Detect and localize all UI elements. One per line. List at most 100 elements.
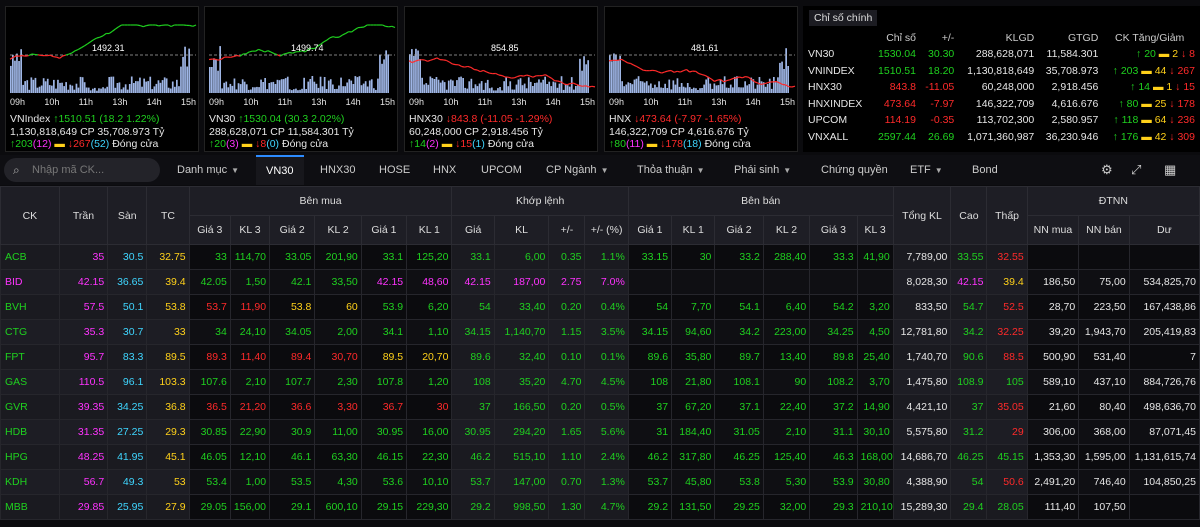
stock-cell: 33.2 — [714, 244, 764, 270]
col-tong-kl[interactable]: Tổng KL — [892, 186, 952, 245]
nav-tab-thỏa-thuận[interactable]: Thỏa thuận ▼ — [637, 155, 705, 185]
col-tc[interactable]: TC — [146, 186, 190, 245]
stock-row[interactable]: BVH 57.5 50.1 53.8 53.7 11,90 53.8 60 53.9 6,20 54… — [0, 294, 1200, 320]
mi-decline: 267 — [1177, 64, 1195, 77]
index-line-segment — [90, 39, 95, 43]
nav-tab-cp-ngành[interactable]: CP Ngành ▼ — [546, 155, 608, 185]
nav-tab-vn30[interactable]: VN30 — [256, 155, 304, 185]
index-line-segment — [480, 69, 484, 73]
col-cao[interactable]: Cao — [950, 186, 988, 245]
volume-bar — [641, 81, 644, 93]
col-sub-header[interactable]: Giá 3 — [188, 215, 231, 245]
volume-bar — [423, 84, 425, 93]
stock-cell: 166,50 — [493, 394, 550, 420]
index-chart-vnindex[interactable]: 1492.31 09h 10h 11h 13h 14h 15h VNIndex ↑1510.5… — [5, 6, 199, 152]
col-sub-header[interactable]: NN bán — [1078, 215, 1130, 245]
stock-code[interactable]: HDB — [0, 419, 60, 445]
fullscreen-icon[interactable]: ⤢ — [1131, 162, 1142, 177]
col-sub-header[interactable]: +/- — [548, 215, 586, 245]
index-value: 2,918.456 Tỷ — [481, 125, 543, 138]
col-sub-header[interactable]: KL 1 — [406, 215, 453, 245]
stock-row[interactable]: KDH 56.7 49.3 53 53.4 1,00 53.5 4,30 53.6 10,10 53… — [0, 469, 1200, 495]
stock-search-input[interactable]: ⌕ Nhập mã CK... — [4, 158, 160, 182]
stock-code[interactable]: HPG — [0, 444, 60, 470]
col-sub-header[interactable]: KL — [493, 215, 550, 245]
col-ck[interactable]: CK — [0, 186, 60, 245]
stock-row[interactable]: FPT 95.7 83.3 89.5 89.3 11,40 89.4 30,70 89.5 20,… — [0, 344, 1200, 370]
stock-row[interactable]: ACB 35 30.5 32.75 33 114,70 33.05 201,90 33.1 125… — [0, 244, 1200, 270]
stock-row[interactable]: GAS 110.5 96.1 103.3 107.6 2,10 107.7 2,30 107.8… — [0, 369, 1200, 395]
col-sub-header[interactable]: KL 3 — [229, 215, 271, 245]
index-line-segment — [470, 66, 475, 70]
stock-cell: 42.15 — [950, 269, 988, 295]
col-san[interactable]: Sàn — [107, 186, 148, 245]
nav-tab-hnx30[interactable]: HNX30 — [320, 155, 355, 185]
nav-tab-hnx[interactable]: HNX — [433, 155, 456, 185]
nav-tab-hose[interactable]: HOSE — [379, 155, 410, 185]
nav-tab-etf[interactable]: ETF ▼ — [910, 155, 943, 185]
col-sub-header[interactable]: Giá 2 — [269, 215, 316, 245]
nav-tab-bond[interactable]: Bond — [972, 155, 998, 185]
index-chart-hnx30[interactable]: 854.85 09h 10h 11h 13h 14h 15h HNX30 ↓843.8 (-1… — [404, 6, 598, 152]
col-sub-header[interactable]: NN mua — [1026, 215, 1080, 245]
col-sub-header[interactable]: KL 3 — [856, 215, 894, 245]
nav-tab-upcom[interactable]: UPCOM — [481, 155, 522, 185]
stock-cell: 52.5 — [986, 294, 1028, 320]
stock-row[interactable]: HPG 48.25 41.95 45.1 46.05 12,10 46.1 63,30 46.1… — [0, 444, 1200, 470]
nav-tab-label: Chứng quyền — [821, 164, 888, 176]
market-index-row[interactable]: HNXINDEX 473.64 -7.97 146,322,709 4,616.676 ↑… — [805, 96, 1198, 113]
volume-bar — [30, 77, 33, 93]
market-index-row[interactable]: HNX30 843.8 -11.05 60,248,000 2,918.456 ↑ 14 … — [805, 79, 1198, 96]
col-thap[interactable]: Thấp — [986, 186, 1028, 245]
gear-icon[interactable]: ⚙ — [1101, 162, 1113, 177]
stock-code[interactable]: GAS — [0, 369, 60, 395]
nav-tab-phái-sinh[interactable]: Phái sinh ▼ — [734, 155, 791, 185]
stock-code[interactable]: BID — [0, 269, 60, 295]
stock-code[interactable]: MBB — [0, 494, 60, 520]
col-sub-header[interactable]: Giá 2 — [714, 215, 764, 245]
stock-row[interactable]: MBB 29.85 25.95 27.9 29.05 156,00 29.1 600,10 29… — [0, 494, 1200, 520]
col-sub-header[interactable]: KL 2 — [762, 215, 811, 245]
market-index-row[interactable]: UPCOM 114.19 -0.35 113,702,300 2,580.957 ↑ 11… — [805, 112, 1198, 129]
stock-code[interactable]: KDH — [0, 469, 60, 495]
index-line-segment — [351, 29, 356, 33]
nav-tab-danh-mục[interactable]: Danh mục ▼ — [177, 155, 239, 185]
col-sub-header[interactable]: Giá 1 — [627, 215, 673, 245]
volume-bar — [313, 81, 316, 93]
stock-code[interactable]: BVH — [0, 294, 60, 320]
stock-code[interactable]: GVR — [0, 394, 60, 420]
col-tran[interactable]: Trần — [58, 186, 109, 245]
index-line-segment — [704, 74, 709, 78]
col-sub-header[interactable]: KL 2 — [314, 215, 362, 245]
mi-name: VNXALL — [808, 130, 849, 143]
col-sub-header[interactable]: +/- (%) — [584, 215, 629, 245]
market-index-row[interactable]: VN30 1530.04 30.30 288,628,071 11,584.301 ↑ 2… — [805, 46, 1198, 63]
col-khop-lenh: Khớp lệnh — [451, 186, 629, 216]
col-sub-header[interactable]: Dư — [1128, 215, 1200, 245]
index-chart-hnx[interactable]: 481.61 09h 10h 11h 13h 14h 15h HNX ↓473.64 (-7.… — [604, 6, 798, 152]
index-chart-vn30[interactable]: 1499.74 09h 10h 11h 13h 14h 15h VN30 ↑1530.04 (… — [204, 6, 398, 152]
stock-code[interactable]: ACB — [0, 244, 60, 270]
col-sub-header[interactable]: Giá — [451, 215, 495, 245]
mi-value: 2,918.456 — [1051, 81, 1099, 94]
volume-bar — [145, 81, 147, 93]
col-sub-header[interactable]: Giá 1 — [360, 215, 408, 245]
stock-row[interactable]: HDB 31.35 27.25 29.3 30.85 22,90 30.9 11,00 30.9… — [0, 419, 1200, 445]
stock-row[interactable]: CTG 35.3 30.7 33 34 24,10 34.05 2,00 34.1 1,10 34.… — [0, 319, 1200, 345]
stock-code[interactable]: FPT — [0, 344, 60, 370]
col-sub-header[interactable]: Giá 3 — [809, 215, 858, 245]
col-sub-header[interactable]: KL 1 — [671, 215, 716, 245]
grid-icon[interactable]: ▦ — [1164, 162, 1177, 177]
stock-row[interactable]: GVR 39.35 34.25 36.8 36.5 21,20 36.6 3,30 36.7 30… — [0, 394, 1200, 420]
stock-code[interactable]: CTG — [0, 319, 60, 345]
index-line-segment — [143, 25, 147, 28]
decline-arrow-icon: ↓ — [64, 138, 74, 150]
market-index-row[interactable]: VNINDEX 1510.51 18.20 1,130,818,649 35,708.9… — [805, 63, 1198, 80]
stock-row[interactable]: BID 42.15 36.65 39.4 42.05 1,50 42.1 33,50 42.15… — [0, 269, 1200, 295]
volume-bar — [362, 83, 365, 93]
market-index-row[interactable]: VNXALL 2597.44 26.69 1,071,360,987 36,230.94… — [805, 129, 1198, 146]
market-index-tab[interactable]: Chỉ số chính — [809, 10, 878, 26]
index-line-segment — [582, 85, 586, 87]
nav-tab-chứng-quyền[interactable]: Chứng quyền — [821, 155, 888, 185]
nav-tab-label: Bond — [972, 164, 998, 176]
